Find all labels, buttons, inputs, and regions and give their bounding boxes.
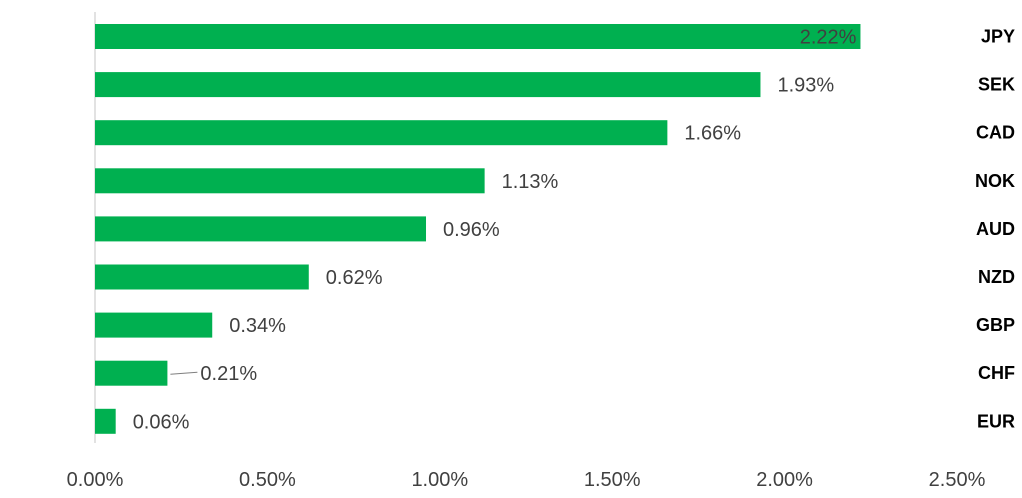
bar-chf <box>95 360 168 386</box>
leader-line-chf <box>170 371 198 375</box>
bar-sek <box>95 72 761 98</box>
data-label-nok: 1.13% <box>502 171 559 193</box>
category-labels-group: JPY SEK CAD NOK AUD NZD GBP CHF EUR <box>975 27 1015 432</box>
category-label-eur: EUR <box>977 411 1015 431</box>
data-labels-group: 2.22% 1.93% 1.66% 1.13% 0.96% 0.62% 0.34% 0.21%… <box>133 27 857 434</box>
bar-eur <box>95 408 116 434</box>
data-label-nzd: 0.62% <box>326 267 383 289</box>
data-label-cad: 1.66% <box>684 123 741 145</box>
data-label-jpy: 2.22% <box>800 27 857 49</box>
category-label-nzd: NZD <box>978 267 1015 287</box>
category-label-jpy: JPY <box>981 27 1015 47</box>
category-label-gbp: GBP <box>976 315 1015 335</box>
bar-nok <box>95 168 485 194</box>
bar-nzd <box>95 264 309 290</box>
data-label-sek: 1.93% <box>777 75 834 97</box>
bar-jpy <box>95 24 861 49</box>
x-tick-label: 1.00% <box>411 469 468 491</box>
x-tick-label: 0.00% <box>67 469 124 491</box>
x-axis-ticks-group: 0.00% 0.50% 1.00% 1.50% 2.00% 2.50% <box>67 469 986 491</box>
bar-cad <box>95 120 668 146</box>
category-label-sek: SEK <box>978 75 1015 95</box>
bar-gbp <box>95 312 213 338</box>
x-tick-label: 2.00% <box>756 469 813 491</box>
category-label-chf: CHF <box>978 363 1015 383</box>
bar-aud <box>95 216 427 242</box>
x-tick-label: 1.50% <box>584 469 641 491</box>
category-label-aud: AUD <box>976 219 1015 239</box>
data-label-eur: 0.06% <box>133 411 190 433</box>
data-label-gbp: 0.34% <box>229 315 286 337</box>
data-label-aud: 0.96% <box>443 219 500 241</box>
x-tick-label: 2.50% <box>929 469 986 491</box>
category-label-cad: CAD <box>976 123 1015 143</box>
category-label-nok: NOK <box>975 171 1015 191</box>
data-label-chf: 0.21% <box>200 363 257 385</box>
bars-group <box>95 24 861 434</box>
x-tick-label: 0.50% <box>239 469 296 491</box>
